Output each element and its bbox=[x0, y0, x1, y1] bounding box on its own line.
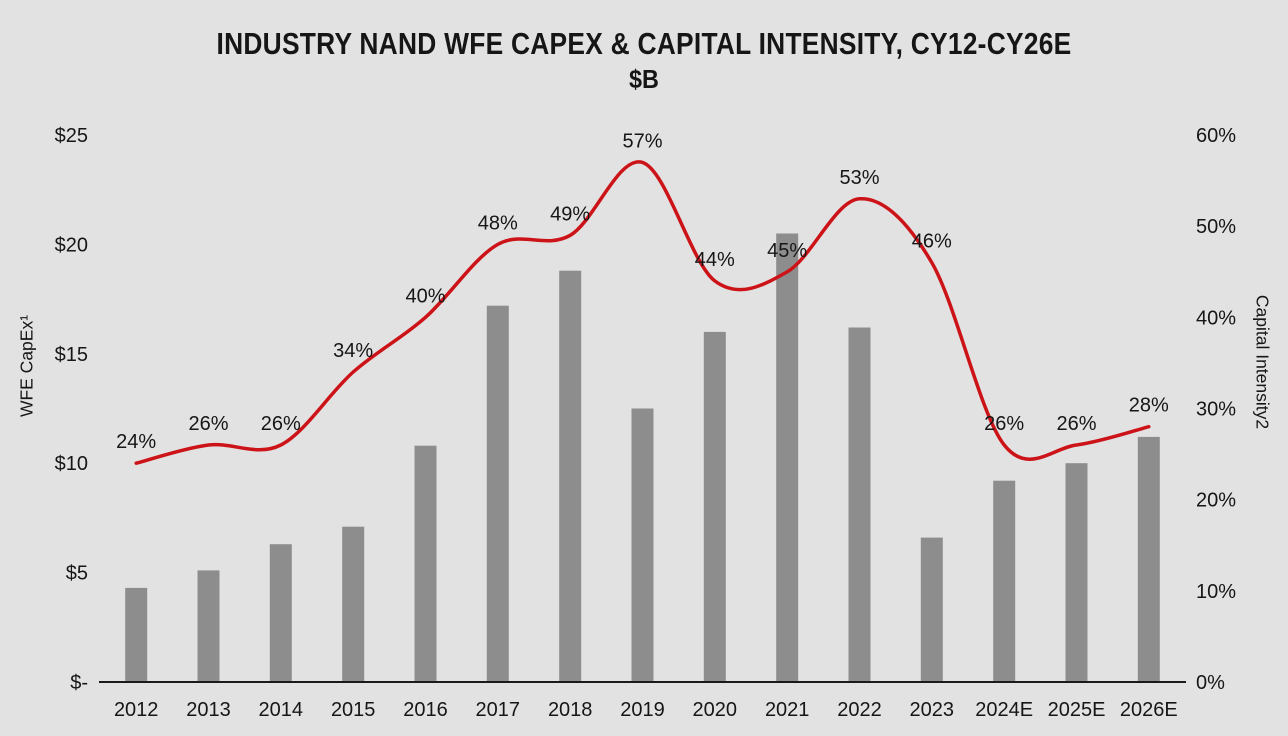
left-axis-tick-1: $20 bbox=[55, 234, 88, 256]
capex-bar-2015 bbox=[342, 526, 365, 682]
intensity-label-2020: 44% bbox=[695, 249, 735, 271]
intensity-label-2022: 53% bbox=[839, 167, 879, 189]
right-axis-tick-0: 60% bbox=[1196, 125, 1236, 147]
left-axis-tick-2: $15 bbox=[55, 344, 88, 366]
intensity-label-2019: 57% bbox=[622, 130, 662, 152]
capital-intensity-line bbox=[134, 160, 1151, 465]
intensity-label-2013: 26% bbox=[188, 413, 228, 435]
intensity-label-2023: 46% bbox=[912, 231, 952, 253]
capex-bar-2017 bbox=[486, 305, 509, 682]
right-axis-tick-6: 0% bbox=[1196, 672, 1225, 694]
x-axis-label-2017: 2017 bbox=[476, 699, 521, 721]
x-axis-label-2023: 2023 bbox=[910, 699, 955, 721]
right-axis-tick-2: 40% bbox=[1196, 307, 1236, 329]
capex-bar-2024E bbox=[993, 480, 1016, 682]
intensity-label-2017: 48% bbox=[478, 212, 518, 234]
capex-bar-2014 bbox=[269, 544, 292, 682]
intensity-label-2026E: 28% bbox=[1129, 395, 1169, 417]
intensity-label-2018: 49% bbox=[550, 203, 590, 225]
x-axis-label-2013: 2013 bbox=[186, 699, 231, 721]
capex-bar-2019 bbox=[631, 408, 654, 682]
left-axis-tick-4: $5 bbox=[66, 563, 88, 585]
intensity-label-2015: 34% bbox=[333, 340, 373, 362]
capex-bar-2018 bbox=[559, 270, 582, 682]
intensity-label-2012: 24% bbox=[116, 431, 156, 453]
x-axis-label-2018: 2018 bbox=[548, 699, 593, 721]
capex-bar-2023 bbox=[920, 537, 943, 682]
intensity-label-2021: 45% bbox=[767, 240, 807, 262]
intensity-label-2025E: 26% bbox=[1056, 413, 1096, 435]
x-axis-label-2026E: 2026E bbox=[1120, 699, 1178, 721]
left-axis-tick-5: $- bbox=[70, 672, 88, 694]
capex-bar-2026E bbox=[1137, 436, 1160, 682]
left-axis-tick-0: $25 bbox=[55, 125, 88, 147]
x-axis-label-2014: 2014 bbox=[259, 699, 304, 721]
right-axis-tick-4: 20% bbox=[1196, 490, 1236, 512]
x-axis-label-2019: 2019 bbox=[620, 699, 665, 721]
x-axis-label-2022: 2022 bbox=[837, 699, 882, 721]
capex-bar-2013 bbox=[197, 570, 220, 682]
intensity-label-2024E: 26% bbox=[984, 413, 1024, 435]
x-axis-label-2020: 2020 bbox=[693, 699, 738, 721]
capex-bar-2012 bbox=[125, 587, 148, 682]
capex-bar-2016 bbox=[414, 445, 437, 682]
capex-bar-2022 bbox=[848, 327, 871, 682]
x-axis-label-2025E: 2025E bbox=[1048, 699, 1106, 721]
x-axis-label-2012: 2012 bbox=[114, 699, 159, 721]
chart-title: INDUSTRY NAND WFE CAPEX & CAPITAL INTENS… bbox=[216, 26, 1072, 61]
intensity-label-2016: 40% bbox=[405, 285, 445, 307]
x-axis-label-2021: 2021 bbox=[765, 699, 810, 721]
capex-bar-2021 bbox=[776, 233, 799, 682]
left-axis-tick-3: $10 bbox=[55, 453, 88, 475]
right-axis-tick-3: 30% bbox=[1196, 399, 1236, 421]
x-axis-label-2024E: 2024E bbox=[975, 699, 1033, 721]
capex-bar-2020 bbox=[703, 331, 726, 682]
right-axis-tick-1: 50% bbox=[1196, 216, 1236, 238]
x-axis-label-2015: 2015 bbox=[331, 699, 376, 721]
x-axis-label-2016: 2016 bbox=[403, 699, 448, 721]
chart-subtitle: $B bbox=[629, 64, 659, 94]
intensity-label-2014: 26% bbox=[261, 413, 301, 435]
capex-bar-2025E bbox=[1065, 463, 1088, 682]
right-axis-tick-5: 10% bbox=[1196, 581, 1236, 603]
